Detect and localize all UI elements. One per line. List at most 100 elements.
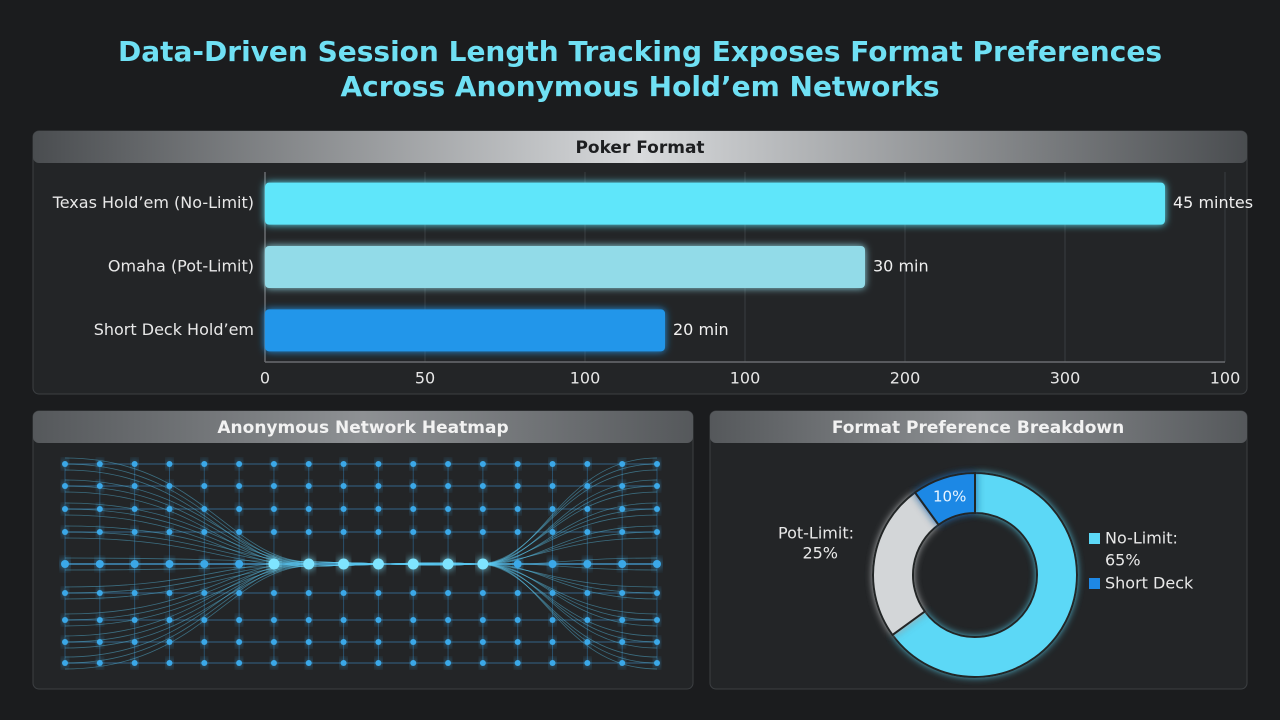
network-node bbox=[584, 590, 591, 596]
network-node bbox=[654, 506, 660, 512]
network-curve bbox=[64, 561, 658, 649]
network-node bbox=[479, 639, 486, 645]
x-tick-label: 100 bbox=[1210, 369, 1241, 388]
network-curve bbox=[64, 525, 658, 566]
network-node bbox=[445, 639, 452, 645]
network-node bbox=[619, 529, 626, 535]
title-line: Data-Driven Session Length Tracking Expo… bbox=[118, 35, 1162, 68]
network-node bbox=[96, 483, 103, 489]
network-node bbox=[96, 590, 103, 596]
network-node bbox=[131, 461, 138, 467]
network-node bbox=[549, 590, 556, 596]
network-node bbox=[340, 590, 347, 596]
bar bbox=[265, 309, 665, 352]
network-node bbox=[410, 617, 417, 623]
network-node bbox=[445, 660, 452, 666]
network-node bbox=[583, 560, 592, 568]
network-node bbox=[619, 660, 626, 666]
network-node bbox=[236, 590, 243, 596]
network-node bbox=[514, 461, 521, 467]
network-node bbox=[654, 639, 660, 645]
network-node bbox=[131, 617, 138, 623]
network-node bbox=[410, 660, 417, 666]
slice-label: Pot-Limit: bbox=[778, 524, 854, 543]
network-node bbox=[584, 639, 591, 645]
network-curve bbox=[64, 502, 658, 567]
value-label: 20 min bbox=[673, 320, 729, 339]
network-node bbox=[375, 590, 382, 596]
network-node bbox=[62, 461, 68, 467]
network-node bbox=[375, 483, 382, 489]
value-label: 30 min bbox=[873, 257, 929, 276]
network-node bbox=[130, 560, 139, 568]
network-node bbox=[305, 660, 312, 666]
network-node bbox=[445, 461, 452, 467]
network-node bbox=[165, 560, 174, 568]
network-node bbox=[479, 506, 486, 512]
network-node bbox=[375, 617, 382, 623]
network-node bbox=[201, 483, 208, 489]
network-node bbox=[654, 483, 660, 489]
x-tick-label: 300 bbox=[1050, 369, 1081, 388]
network-node bbox=[270, 529, 277, 535]
legend-label: Short Deck bbox=[1105, 574, 1194, 593]
network-node bbox=[236, 506, 243, 512]
network-node bbox=[654, 660, 660, 666]
network-node bbox=[201, 529, 208, 535]
network-curve bbox=[64, 563, 658, 664]
network-node bbox=[96, 506, 103, 512]
network-curve bbox=[64, 561, 658, 627]
panel-title: Format Preference Breakdown bbox=[832, 418, 1124, 438]
network-node bbox=[549, 660, 556, 666]
network-node bbox=[96, 529, 103, 535]
network-node bbox=[96, 660, 103, 666]
network-node bbox=[584, 483, 591, 489]
network-node bbox=[445, 483, 452, 489]
network-node bbox=[618, 560, 627, 568]
network-node bbox=[236, 660, 243, 666]
network-node bbox=[166, 617, 173, 623]
network-node bbox=[477, 558, 489, 570]
network-curve bbox=[64, 463, 658, 565]
network-node bbox=[410, 506, 417, 512]
network-node bbox=[514, 483, 521, 489]
network-node bbox=[95, 560, 104, 568]
network-node bbox=[96, 639, 103, 645]
network-node bbox=[340, 461, 347, 467]
network-curve bbox=[64, 531, 658, 565]
network-node bbox=[514, 639, 521, 645]
network-node bbox=[201, 461, 208, 467]
network-curve bbox=[64, 562, 658, 627]
network-node bbox=[62, 617, 68, 623]
network-node bbox=[619, 461, 626, 467]
network-node bbox=[549, 639, 556, 645]
network-node bbox=[445, 529, 452, 535]
network-curve bbox=[64, 502, 658, 566]
network-node bbox=[549, 483, 556, 489]
network-node bbox=[479, 529, 486, 535]
network-node bbox=[654, 617, 660, 623]
network-node bbox=[200, 560, 209, 568]
network-node bbox=[305, 617, 312, 623]
network-node bbox=[236, 483, 243, 489]
network-node bbox=[407, 558, 419, 570]
network-node bbox=[619, 506, 626, 512]
value-label: 45 mintes bbox=[1173, 193, 1253, 212]
network-node bbox=[201, 590, 208, 596]
network-node bbox=[445, 506, 452, 512]
network-node bbox=[410, 529, 417, 535]
network-node bbox=[375, 639, 382, 645]
y-tick-label: Omaha (Pot-Limit) bbox=[108, 257, 254, 276]
network-node bbox=[305, 483, 312, 489]
network-node bbox=[619, 639, 626, 645]
network-node bbox=[270, 660, 277, 666]
network-node bbox=[201, 506, 208, 512]
network-node bbox=[619, 590, 626, 596]
network-node bbox=[584, 617, 591, 623]
network-node bbox=[514, 590, 521, 596]
network-node bbox=[372, 558, 384, 570]
panel-header bbox=[33, 131, 1247, 163]
network-node bbox=[549, 506, 556, 512]
network-node bbox=[340, 529, 347, 535]
